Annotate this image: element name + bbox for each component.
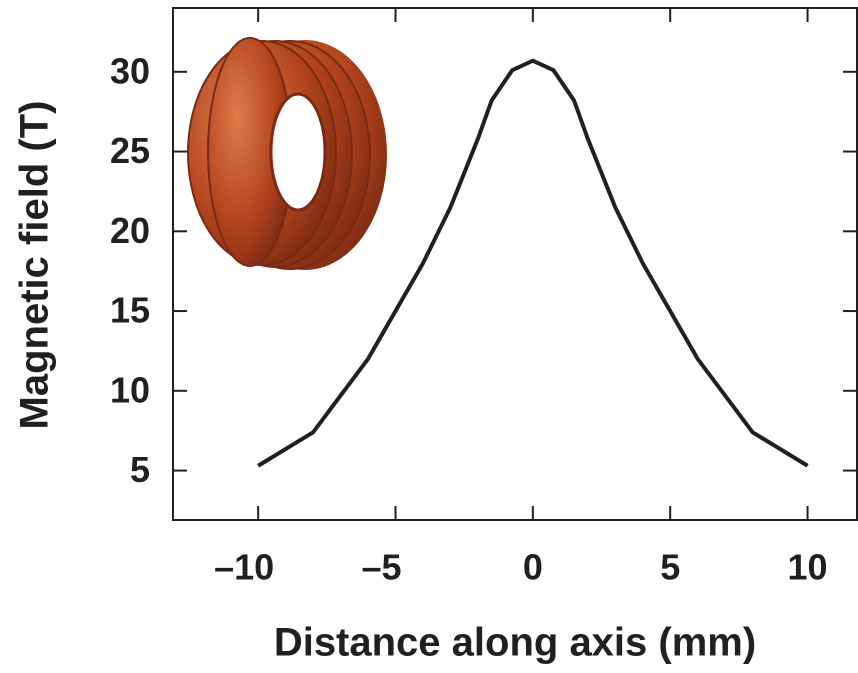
- x-tick-label: –5: [361, 547, 401, 588]
- y-tick-label: 20: [110, 210, 150, 251]
- coil-illustration: [187, 37, 387, 270]
- y-tick-label: 10: [110, 369, 150, 410]
- y-tick-label: 5: [130, 449, 150, 490]
- line: [257, 58, 809, 468]
- x-tick-label: 10: [788, 547, 828, 588]
- y-tick-label: 25: [110, 130, 150, 171]
- x-tick-label: 5: [660, 547, 680, 588]
- x-axis-label: Distance along axis (mm): [274, 621, 756, 665]
- y-tick-label: 15: [110, 290, 150, 331]
- x-tick-label: –10: [214, 547, 274, 588]
- y-axis-label: Magnetic field (T): [13, 101, 57, 430]
- plot-frame: [172, 7, 858, 521]
- y-tick-label: 30: [110, 50, 150, 91]
- x-tick-label: 0: [523, 547, 543, 588]
